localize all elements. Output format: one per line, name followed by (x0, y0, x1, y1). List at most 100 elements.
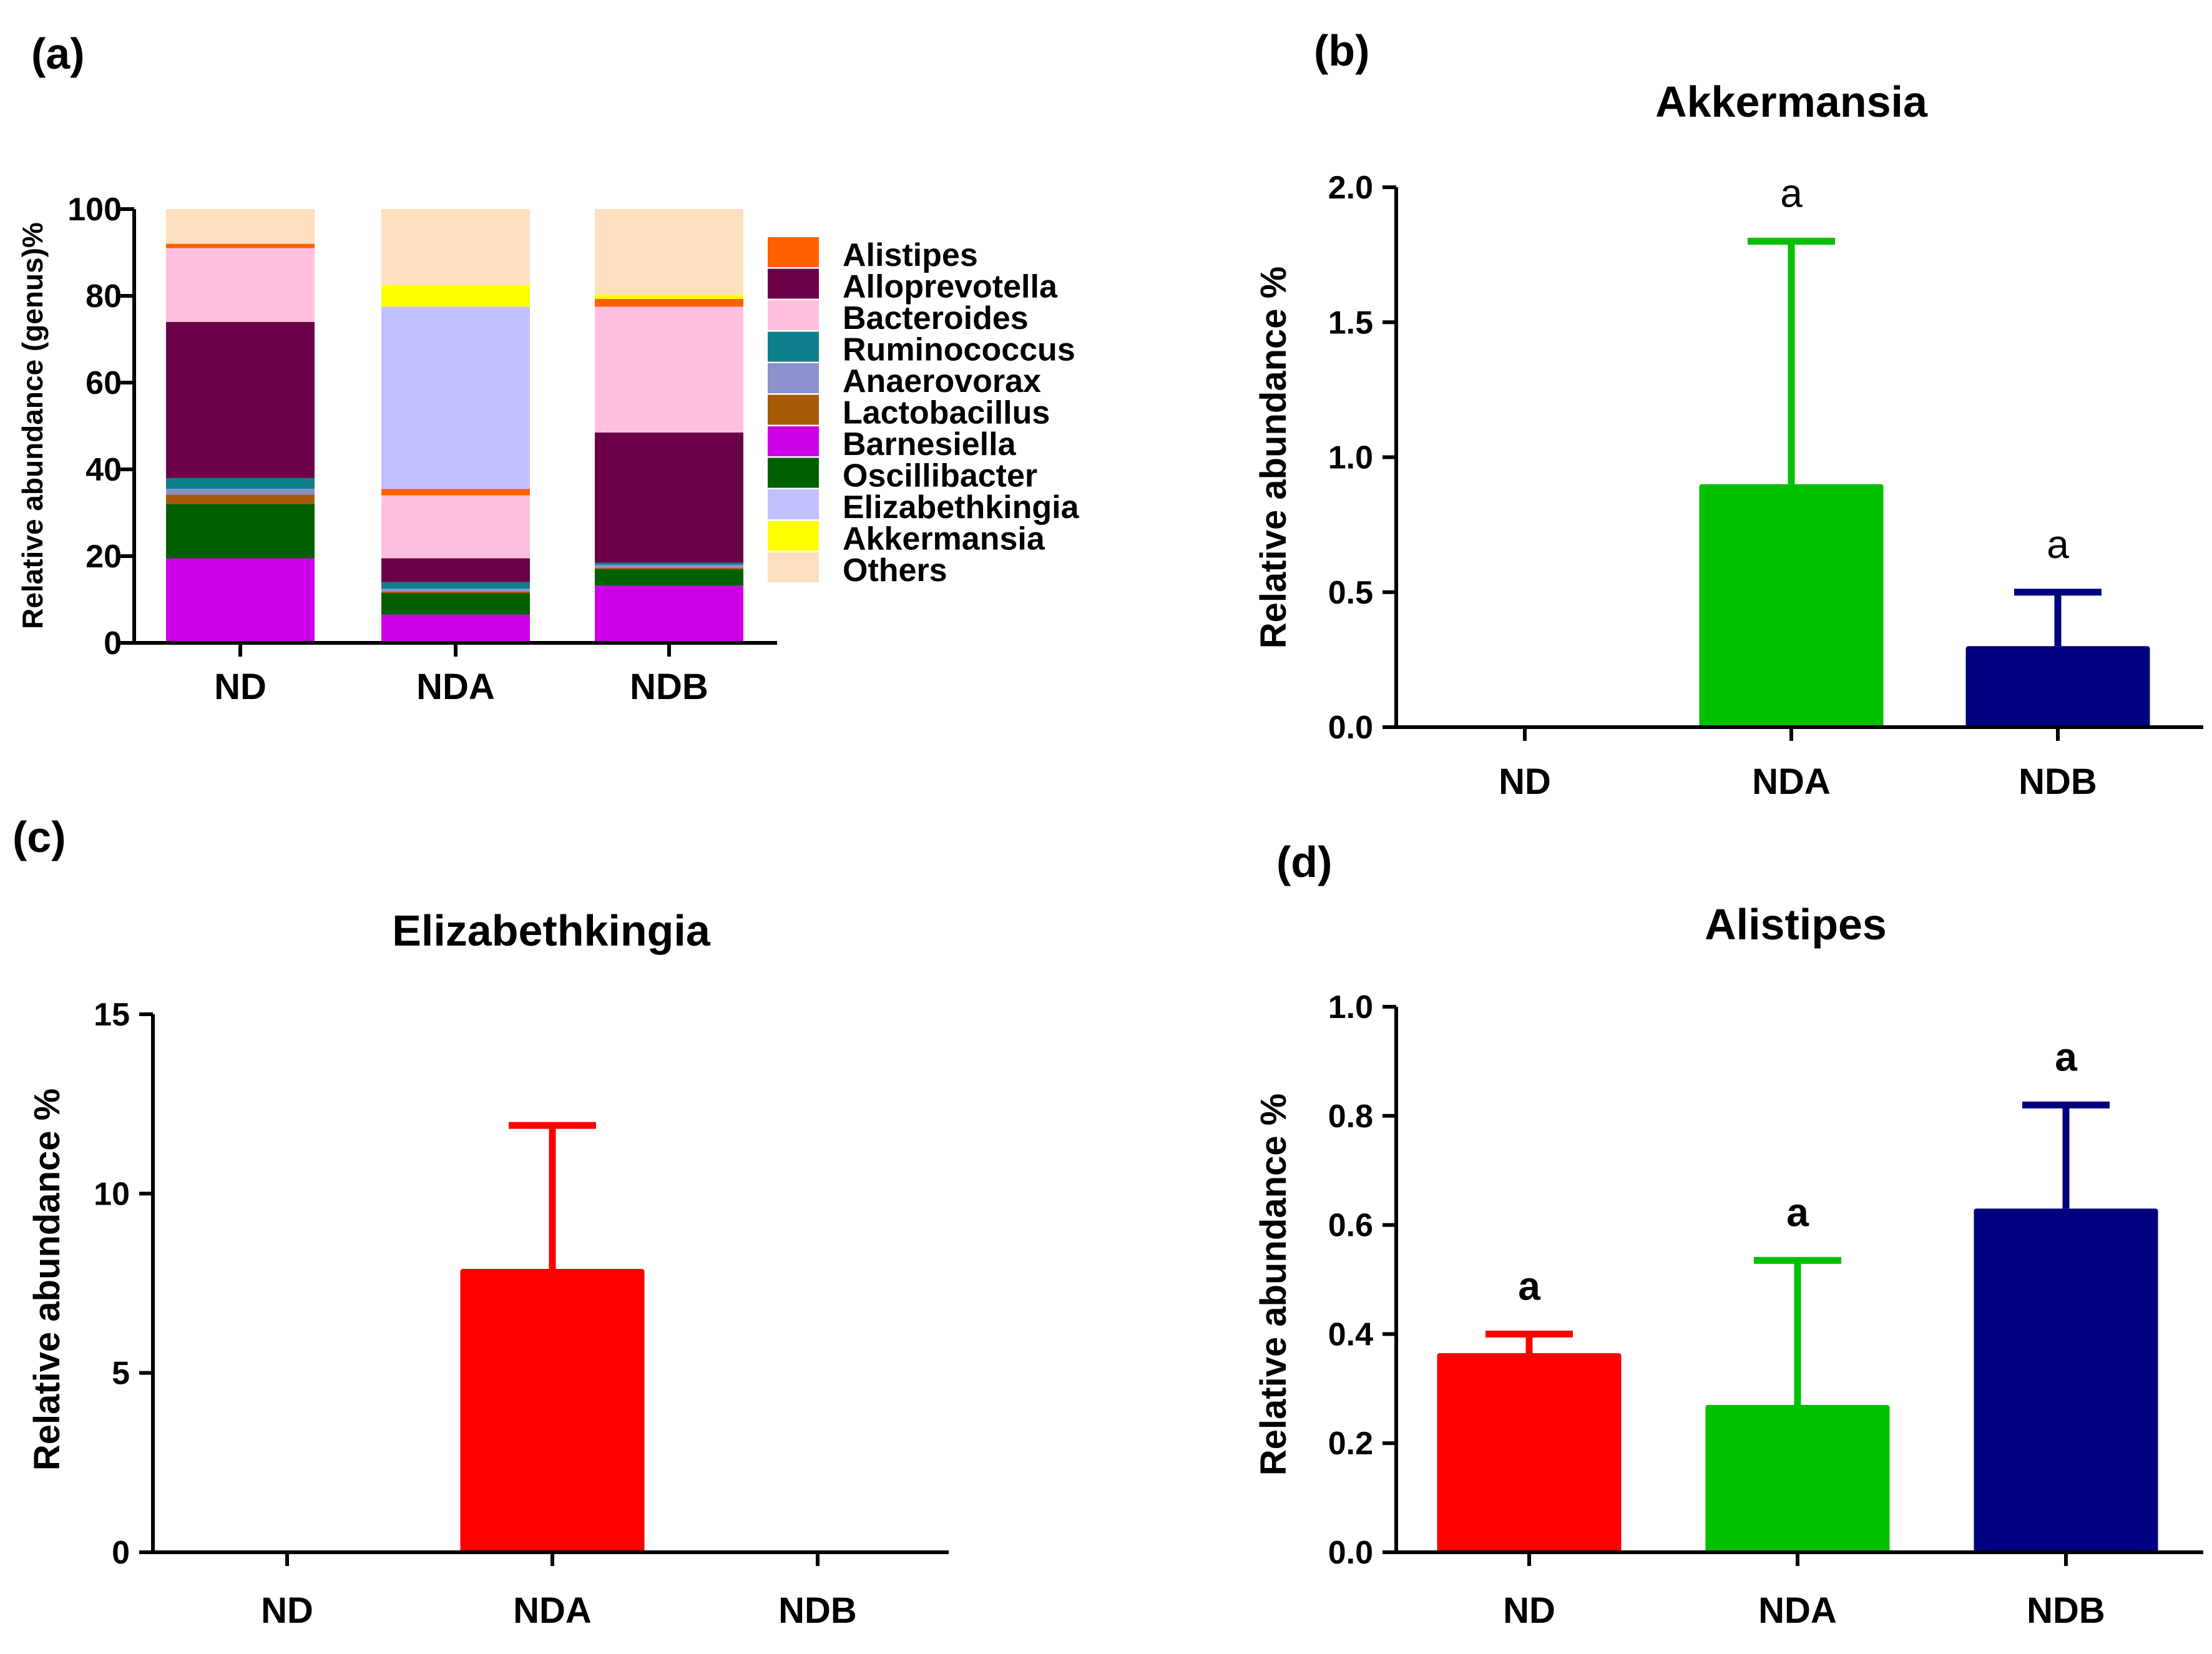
legend-label-bacteroides: Bacteroides (843, 300, 1029, 336)
legend-swatch-barnesiella (768, 426, 819, 456)
legend-label-lactobacillus: Lactobacillus (843, 395, 1050, 431)
stack-segment-nda-oscillibacter (381, 593, 530, 615)
y-tick-label: 1.0 (1328, 989, 1373, 1025)
y-tick-label: 1.5 (1328, 305, 1373, 341)
x-category-label: ND (261, 1590, 313, 1631)
bars (166, 209, 743, 643)
legend-swatch-bacteroides (768, 300, 819, 330)
bar-nd (1437, 1353, 1622, 1552)
bars: a a a (1437, 1034, 2158, 1552)
legend: AlistipesAlloprevotellaBacteroidesRumino… (768, 237, 1080, 589)
legend-label-anaerovorax: Anaerovorax (843, 363, 1041, 399)
stack-segment-nd-lactobacillus (166, 494, 315, 504)
legend-swatch-lactobacillus (768, 394, 819, 425)
x-category-label: NDB (778, 1590, 857, 1631)
y-tick-label: 5 (112, 1356, 130, 1392)
legend-swatch-oscillibacter (768, 458, 819, 488)
stack-segment-ndb-oscillibacter (595, 569, 743, 586)
panel-label: (a) (31, 29, 85, 78)
legend-swatch-alistipes (768, 237, 819, 267)
significance-letter-nda: a (1780, 171, 1803, 216)
y-tick-label: 0 (104, 625, 122, 662)
stack-segment-nd-ruminococcus (166, 477, 315, 489)
significance-letter-ndb: a (2047, 522, 2069, 567)
panel-label: (d) (1276, 838, 1332, 886)
axes: 0 20 40 60 80 100 ND NDA NDB (67, 192, 777, 707)
legend-swatch-akkermansia (768, 521, 819, 551)
stack-segment-nd-alloprevotella (166, 321, 315, 478)
stack-segment-ndb-alistipes (595, 298, 743, 307)
legend-swatch-others (768, 552, 819, 582)
y-tick-label: 0.4 (1328, 1316, 1373, 1353)
stack-segment-ndb-others (595, 209, 743, 295)
y-tick-label: 1.0 (1328, 440, 1373, 476)
y-tick-label: 10 (94, 1176, 130, 1212)
significance-letter-nda: a (1786, 1190, 1809, 1235)
y-tick-label: 100 (67, 192, 122, 228)
legend-label-barnesiella: Barnesiella (843, 426, 1017, 462)
stack-segment-nda-elizabethkingia (381, 306, 530, 489)
y-tick-label: 0 (112, 1535, 130, 1571)
y-axis-label: Relative abundance % (1253, 267, 1294, 648)
legend-label-ruminococcus: Ruminococcus (843, 332, 1075, 368)
x-category-label: NDA (1758, 1590, 1837, 1631)
axes: 0.0 0.2 0.4 0.6 0.8 1.0 ND NDA NDB (1328, 989, 2203, 1631)
panel-label: (b) (1314, 26, 1369, 75)
x-category-label: ND (214, 667, 267, 707)
stack-segment-ndb-akkermansia (595, 294, 743, 299)
bar-ndb (1965, 646, 2150, 727)
y-tick-label: 0.6 (1328, 1208, 1373, 1244)
x-category-label: ND (1503, 1590, 1555, 1631)
legend-swatch-alloprevotella (768, 268, 819, 299)
bar-ndb (1974, 1208, 2158, 1552)
chart-title: Akkermansia (1655, 77, 1928, 126)
x-category-label: NDA (416, 667, 495, 707)
y-tick-label: 80 (86, 278, 122, 315)
bars (460, 1122, 645, 1552)
y-tick-label: 0.5 (1328, 575, 1373, 611)
y-tick-label: 15 (94, 997, 130, 1033)
panel-label: (c) (12, 813, 66, 861)
x-category-label: NDA (513, 1590, 592, 1631)
y-tick-label: 40 (86, 452, 122, 488)
y-tick-label: 60 (86, 365, 122, 401)
axes: 0.0 0.5 1.0 1.5 2.0 ND NDA NDB (1328, 170, 2203, 802)
y-tick-label: 20 (86, 539, 122, 575)
y-axis-label: Relative abundance % (27, 1089, 67, 1470)
stack-segment-nda-others (381, 209, 530, 285)
legend-label-oscillibacter: Oscillibacter (843, 458, 1037, 494)
stack-segment-ndb-alloprevotella (595, 432, 743, 563)
y-tick-label: 0.2 (1328, 1426, 1373, 1462)
chart-title: Elizabethkingia (392, 906, 711, 955)
stack-segment-nd-bacteroides (166, 248, 315, 322)
panel-a: (a) Relative abundance (genus)% 0 20 40 60 80 1… (16, 29, 1080, 707)
stack-segment-nda-barnesiella (381, 614, 530, 643)
legend-label-elizabethkingia: Elizabethkingia (843, 489, 1080, 526)
stack-segment-nda-lactobacillus (381, 591, 530, 594)
stack-segment-nd-oscillibacter (166, 504, 315, 559)
stack-segment-ndb-ruminococcus (595, 562, 743, 565)
stack-segment-ndb-barnesiella (595, 585, 743, 643)
legend-label-alloprevotella: Alloprevotella (843, 269, 1058, 305)
bars: aa (1699, 171, 2150, 727)
x-category-label: NDB (630, 667, 708, 707)
panel-c: (c) Elizabethkingia Relative abundance % 0 5… (12, 813, 949, 1631)
stack-segment-ndb-bacteroides (595, 306, 743, 433)
x-category-label: ND (1499, 761, 1551, 802)
legend-swatch-anaerovorax (768, 363, 819, 393)
y-axis-label: Relative abundance (genus)% (16, 222, 49, 629)
stack-segment-nda-bacteroides (381, 495, 530, 559)
chart-title: Alistipes (1705, 900, 1887, 949)
stack-segment-nd-alistipes (166, 243, 315, 248)
stack-segment-nda-alistipes (381, 489, 530, 496)
y-tick-label: 2.0 (1328, 170, 1373, 206)
bar-nda (460, 1269, 645, 1552)
y-tick-label: 0.0 (1328, 1535, 1373, 1571)
stack-segment-ndb-lactobacillus (595, 567, 743, 569)
legend-swatch-elizabethkingia (768, 489, 819, 519)
stack-segment-nda-akkermansia (381, 285, 530, 307)
stack-segment-nd-anaerovorax (166, 489, 315, 495)
stack-segment-nd-barnesiella (166, 558, 315, 643)
